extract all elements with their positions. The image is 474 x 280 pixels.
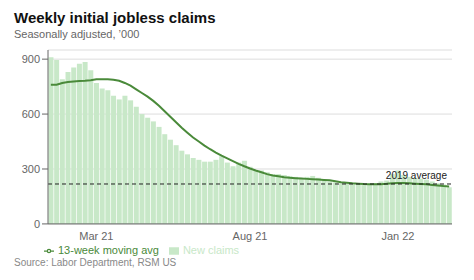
svg-text:2019 average: 2019 average bbox=[386, 170, 448, 181]
html-text:Weekly initial jobless claims: Weekly initial jobless claims bbox=[14, 9, 216, 26]
html-text:Seasonally adjusted, ’000: Seasonally adjusted, ’000 bbox=[14, 28, 140, 40]
svg-text:Aug 21: Aug 21 bbox=[233, 230, 268, 242]
html-text:Source: Labor Department, RSM: Source: Labor Department, RSM US bbox=[14, 257, 177, 268]
html-text:New claims: New claims bbox=[182, 243, 240, 256]
svg-text:Mar 21: Mar 21 bbox=[79, 230, 113, 242]
svg-text:600: 600 bbox=[22, 108, 40, 120]
html-text:13-week moving avg: 13-week moving avg bbox=[58, 243, 159, 256]
svg-text:Jan 22: Jan 22 bbox=[381, 230, 414, 242]
svg-text:0: 0 bbox=[34, 218, 40, 230]
svg-text:900: 900 bbox=[22, 53, 40, 65]
svg-text:300: 300 bbox=[22, 163, 40, 175]
